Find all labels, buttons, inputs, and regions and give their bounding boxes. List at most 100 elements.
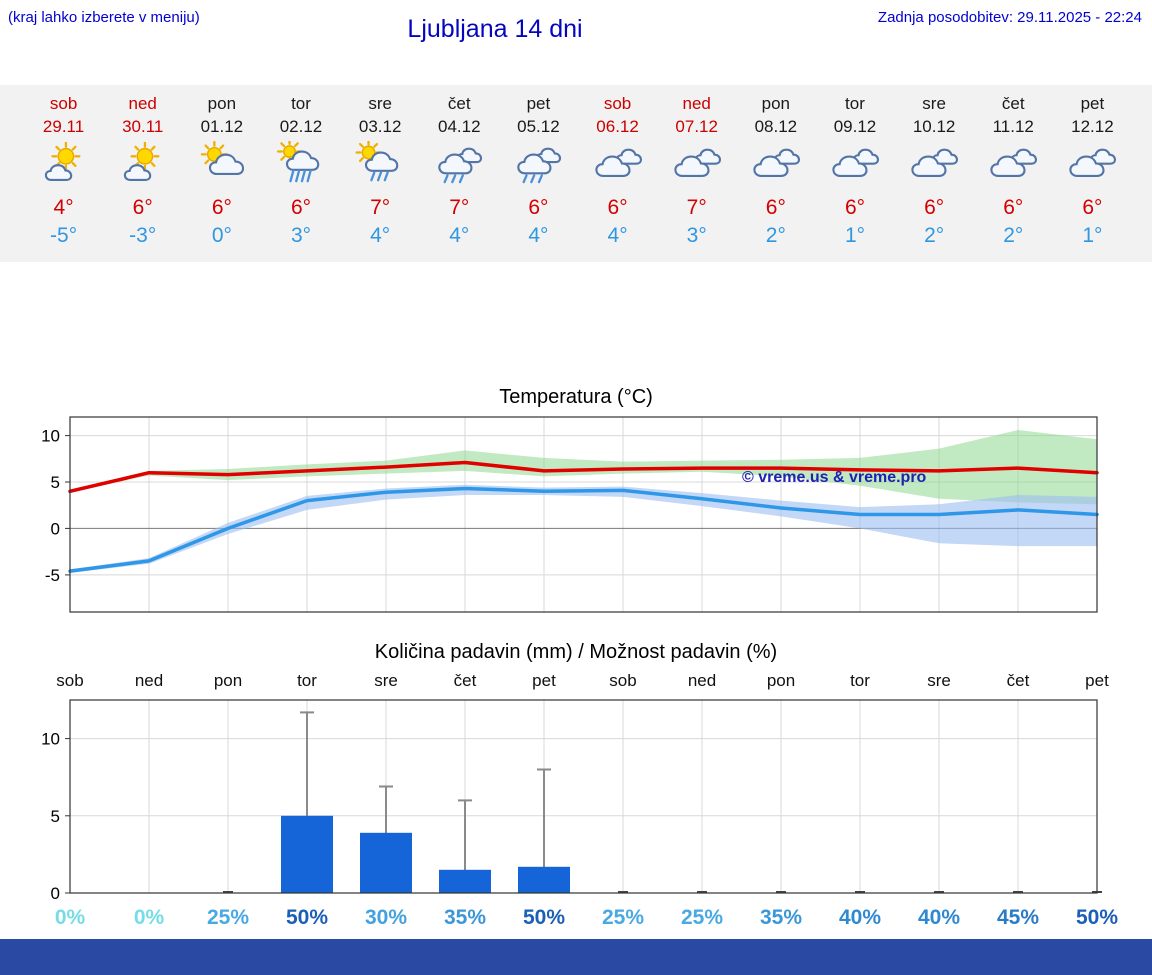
watermark-link[interactable]: © vreme.us & vreme.pro: [742, 469, 927, 486]
precip-day-label: ned: [688, 671, 716, 690]
day-low-temp: 4°: [528, 224, 549, 247]
forecast-day: sob 06.12 6° 4°: [578, 85, 657, 262]
day-name: pon: [761, 94, 791, 113]
cloudy-icon: [753, 148, 800, 177]
rain-icon: [438, 147, 483, 184]
precip-zero-mark: [697, 891, 707, 893]
weather-icon: [895, 141, 974, 191]
weather-icon: [736, 141, 815, 191]
max-temp-line: [68, 460, 1099, 494]
precip-percentage: 40%: [839, 906, 881, 929]
sun-rain-icon: [355, 141, 399, 182]
precip-percentage: 40%: [918, 906, 960, 929]
day-low-temp: -5°: [50, 224, 78, 247]
page-header: (kraj lahko izberete v meniju) Ljubljana…: [0, 0, 1152, 48]
day-low-temp: 4°: [449, 224, 470, 247]
sun-rain-heavy-icon: [276, 141, 320, 183]
day-high-temp: 6°: [1082, 196, 1103, 219]
precipitation-chart-title: Količina padavin (mm) / Možnost padavin …: [374, 641, 778, 663]
day-high-temp: 4°: [53, 196, 74, 219]
day-name: čet: [1001, 94, 1025, 113]
precip-percentage: 50%: [286, 906, 328, 929]
day-name: sre: [368, 94, 392, 113]
precip-day-label: tor: [850, 671, 870, 690]
weather-icon: [341, 141, 420, 191]
day-high-temp: 6°: [924, 196, 945, 219]
precip-day-label: ned: [135, 671, 163, 690]
svg-text:10: 10: [41, 427, 60, 446]
precip-zero-mark: [1013, 891, 1023, 893]
weather-icon: [24, 141, 103, 191]
day-date: 01.12: [200, 117, 244, 136]
day-low-temp: 1°: [844, 224, 866, 247]
forecast-day: ned 30.11 6° -3°: [103, 85, 182, 262]
weather-icon: [420, 141, 499, 191]
rain-icon: [517, 147, 562, 184]
precip-bar: [281, 815, 333, 893]
precip-zero-mark: [776, 891, 786, 893]
day-low-temp: 2°: [1003, 224, 1024, 247]
svg-text:-5: -5: [45, 566, 60, 585]
day-low-temp: 0°: [211, 224, 232, 247]
forecast-day: tor 02.12 6° 3°: [261, 85, 340, 262]
day-date: 05.12: [517, 117, 560, 136]
precip-day-label: pon: [214, 671, 242, 690]
day-name: ned: [682, 94, 711, 113]
day-high-temp: 6°: [765, 196, 786, 219]
precip-day-label: pet: [532, 671, 556, 690]
forecast-day: sob 29.11 4° -5°: [24, 85, 103, 262]
day-date: 09.12: [833, 117, 877, 136]
day-high-temp: 6°: [211, 196, 232, 219]
weather-icon: [182, 141, 261, 191]
precip-percentage: 35%: [760, 906, 802, 929]
precip-percentage: 50%: [523, 906, 565, 929]
partly-sunny-icon: [44, 141, 81, 181]
precip-bar: [360, 832, 412, 893]
day-high-temp: 6°: [1003, 196, 1024, 219]
day-high-temp: 6°: [290, 196, 312, 219]
day-name: ned: [128, 94, 157, 113]
day-date: 08.12: [754, 117, 798, 136]
day-name: pon: [207, 94, 237, 113]
precip-day-label: tor: [297, 671, 317, 690]
precip-zero-mark: [934, 891, 944, 893]
forecast-day: pon 08.12 6° 2°: [736, 85, 815, 262]
precip-percentage: 30%: [365, 906, 407, 929]
day-name: tor: [291, 94, 311, 113]
precip-day-label: čet: [1007, 671, 1030, 690]
day-low-temp: 2°: [924, 224, 945, 247]
day-name: pet: [1080, 94, 1105, 113]
day-name: sre: [922, 94, 946, 113]
forecast-day: tor 09.12 6° 1°: [815, 85, 894, 262]
precip-day-label: sob: [609, 671, 636, 690]
svg-text:10: 10: [41, 730, 60, 749]
day-date: 06.12: [596, 117, 639, 136]
day-low-temp: 3°: [290, 224, 312, 247]
cloudy-icon: [990, 148, 1038, 177]
weather-icon: [261, 141, 340, 191]
forecast-day: pet 12.12 6° 1°: [1053, 85, 1132, 262]
weather-icon: [657, 141, 736, 191]
day-high-temp: 7°: [370, 196, 391, 219]
day-date: 03.12: [358, 117, 402, 136]
day-low-temp: 2°: [765, 224, 786, 247]
day-low-temp: 1°: [1082, 224, 1103, 247]
last-update: Zadnja posodobitev: 29.11.2025 - 22:24: [877, 9, 1142, 26]
footer-bar: [0, 939, 1152, 975]
sun-cloud-icon: [200, 141, 244, 176]
precip-day-label: sre: [927, 671, 951, 690]
precip-percentage: 50%: [1076, 906, 1118, 929]
forecast-day: sre 03.12 7° 4°: [341, 85, 420, 262]
precip-zero-mark: [618, 891, 628, 893]
precipitation-chart: sob ned pon tor sre čet pet sob ned pon tor sre čet p…: [41, 671, 1118, 929]
day-high-temp: 6°: [528, 196, 549, 219]
weather-icon: [974, 141, 1053, 191]
precip-percentage: 25%: [681, 906, 723, 929]
forecast-day: ned 07.12 7° 3°: [657, 85, 736, 262]
forecast-day: sre 10.12 6° 2°: [895, 85, 974, 262]
forecast-strip: sob 29.11 4° -5° ned 30.11 6° -3° pon 01…: [0, 85, 1152, 262]
weather-icon: [1053, 141, 1132, 191]
day-date: 04.12: [438, 117, 481, 136]
temperature-chart: -5 0 5 10 © vreme.us & vreme.pro: [41, 416, 1099, 613]
day-date: 10.12: [912, 117, 956, 136]
